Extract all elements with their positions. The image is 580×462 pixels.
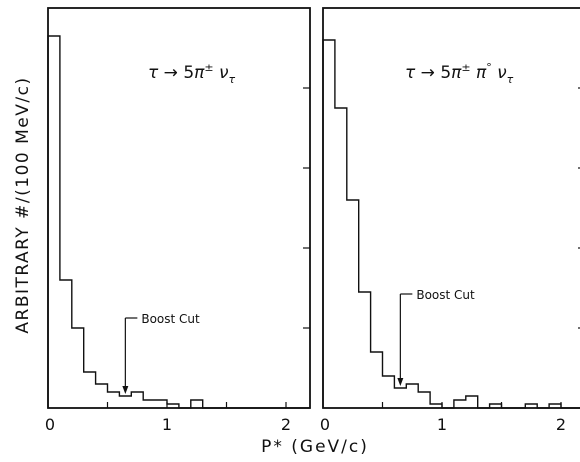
hist-bin-left-6 [119, 396, 131, 408]
hist-bin-right-7 [406, 384, 418, 408]
right-ticks [381, 87, 580, 408]
hist-bin-left-4 [96, 384, 108, 408]
hist-bin-right-1 [335, 108, 347, 408]
right-boost-cut-annotation: Boost Cut [397, 288, 475, 386]
hist-bin-right-6 [394, 388, 406, 408]
x-tick-label-left-1: 1 [162, 415, 172, 434]
left-boost-cut-annotation: Boost Cut [122, 312, 200, 394]
hist-bin-left-9 [155, 400, 167, 408]
x-tick-label-left-2: 2 [281, 415, 291, 434]
hist-bin-left-12 [191, 400, 203, 408]
y-axis-label: ARBITRARY #/(100 MeV/c) [13, 76, 33, 333]
hist-bin-left-1 [60, 280, 72, 408]
right-panel-title: τ → 5π± π° ντ [405, 61, 514, 86]
hist-bin-right-0 [323, 40, 335, 408]
hist-bin-right-12 [466, 396, 478, 408]
hist-bin-left-2 [72, 328, 84, 408]
hist-bin-right-11 [454, 400, 466, 408]
hist-bin-right-4 [371, 352, 383, 408]
hist-bin-left-5 [108, 392, 120, 408]
left-ticks [106, 87, 310, 408]
boost-cut-arrowhead-left [122, 386, 129, 394]
hist-bin-left-8 [143, 400, 155, 408]
x-tick-label-right-2: 2 [556, 415, 566, 434]
left-panel-title: τ → 5π± ντ [148, 61, 236, 86]
x-axis-label: P* (GeV/c) [261, 437, 369, 457]
boost-cut-arrowhead-right [397, 378, 404, 386]
x-tick-label-right-0: 0 [320, 415, 330, 434]
right-panel: τ → 5π± π° ντ Boost Cut [322, 7, 580, 409]
hist-bin-left-7 [131, 392, 143, 408]
hist-bin-right-8 [418, 392, 430, 408]
hist-bin-right-2 [347, 200, 359, 408]
left-panel: τ → 5π± ντ Boost Cut [47, 7, 311, 409]
hist-outline-right [322, 39, 580, 409]
hist-bin-left-3 [84, 372, 96, 408]
boost-cut-label-left: Boost Cut [141, 312, 200, 326]
right-histogram [322, 39, 580, 409]
left-histogram [47, 35, 310, 409]
hist-bin-left-0 [48, 36, 60, 408]
hist-bin-right-5 [383, 376, 395, 408]
boost-cut-label-right: Boost Cut [416, 288, 475, 302]
x-tick-labels: 0 1 2 0 1 2 [45, 415, 566, 434]
x-tick-label-left-0: 0 [45, 415, 55, 434]
hist-bin-right-3 [359, 292, 371, 408]
hist-outline-left [47, 35, 310, 409]
x-tick-label-right-1: 1 [437, 415, 447, 434]
